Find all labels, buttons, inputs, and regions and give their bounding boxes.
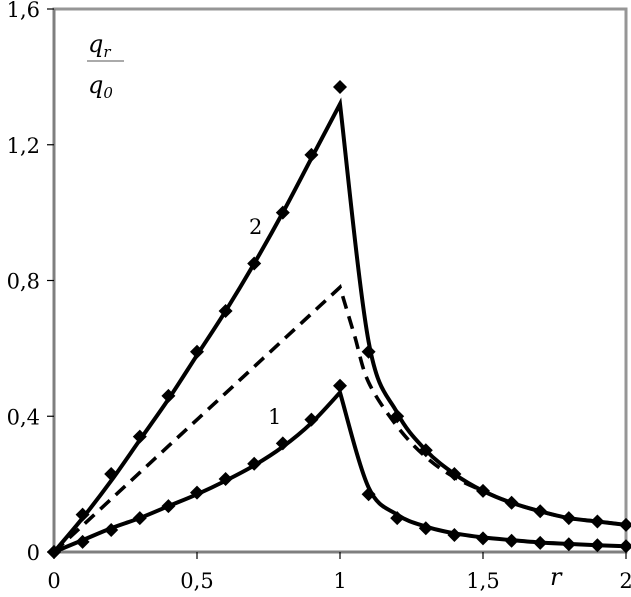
x-tick-label: 0,5 xyxy=(180,569,213,593)
diamond-marker xyxy=(218,472,233,487)
diamond-marker xyxy=(476,531,490,546)
diamond-marker xyxy=(132,429,147,444)
diamond-marker xyxy=(590,514,605,529)
diamond-marker xyxy=(75,534,90,549)
x-tick-label: 0 xyxy=(47,569,60,593)
diamond-marker xyxy=(390,511,405,526)
diamond-marker xyxy=(447,528,462,543)
diamond-marker xyxy=(333,80,347,95)
diamond-marker xyxy=(104,522,119,537)
diamond-marker xyxy=(361,344,376,359)
y-axis-label: qr q0 xyxy=(87,30,124,102)
diamond-marker xyxy=(304,412,319,427)
y-label-numerator: qr xyxy=(88,30,111,61)
diamond-marker xyxy=(47,545,61,559)
markers-layer xyxy=(47,80,631,559)
y-tick-label: 0 xyxy=(27,541,40,565)
diamond-marker xyxy=(619,517,631,532)
diamond-marker xyxy=(361,487,376,502)
diamond-marker xyxy=(275,205,290,220)
diamond-marker xyxy=(75,507,90,522)
x-tick-label: 1 xyxy=(333,569,346,593)
diamond-marker xyxy=(247,256,262,271)
y-tick-label: 1,6 xyxy=(7,0,40,22)
curve-label-2: 2 xyxy=(249,215,262,239)
x-tick-label: 2 xyxy=(619,569,631,593)
diamond-marker xyxy=(476,483,490,498)
diamond-marker xyxy=(561,511,576,526)
diamond-marker xyxy=(561,537,576,552)
axis-ticks: 0 0,4 0,8 1,2 1,6 0 0,5 1 1,5 2 xyxy=(7,0,631,593)
diamond-marker xyxy=(533,535,548,550)
diamond-marker xyxy=(218,304,233,319)
diamond-marker xyxy=(333,378,347,393)
diamond-marker xyxy=(304,147,319,162)
diamond-marker xyxy=(190,344,204,359)
diamond-marker xyxy=(504,533,519,548)
diamond-marker xyxy=(418,443,433,458)
diamond-marker xyxy=(533,504,548,519)
diamond-marker xyxy=(447,466,462,481)
diamond-marker xyxy=(619,539,631,554)
diamond-marker xyxy=(504,495,519,510)
diamond-marker xyxy=(132,511,147,526)
diamond-marker xyxy=(275,436,290,451)
diamond-marker xyxy=(418,521,433,536)
curve-label-1: 1 xyxy=(268,405,281,429)
diamond-marker xyxy=(390,409,405,424)
x-axis-label: r xyxy=(550,563,563,591)
diamond-marker xyxy=(161,388,176,403)
diamond-marker xyxy=(247,456,262,471)
diamond-marker xyxy=(104,466,119,481)
y-label-denominator: q0 xyxy=(88,71,113,102)
y-tick-label: 1,2 xyxy=(7,134,40,158)
diamond-marker xyxy=(190,485,204,500)
diamond-marker xyxy=(590,538,605,553)
x-tick-label: 1,5 xyxy=(466,569,499,593)
y-tick-label: 0,8 xyxy=(7,270,40,294)
diamond-marker xyxy=(161,499,176,514)
y-tick-label: 0,4 xyxy=(7,405,40,429)
